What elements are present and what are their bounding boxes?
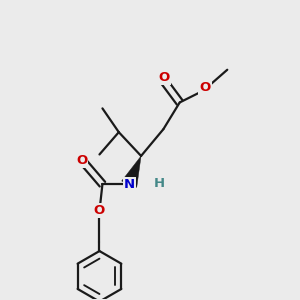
Text: N: N <box>124 178 135 191</box>
Text: O: O <box>159 71 170 84</box>
Polygon shape <box>122 156 141 188</box>
Text: O: O <box>200 81 211 94</box>
Text: O: O <box>76 154 87 167</box>
Text: H: H <box>153 177 164 190</box>
Text: O: O <box>94 204 105 218</box>
